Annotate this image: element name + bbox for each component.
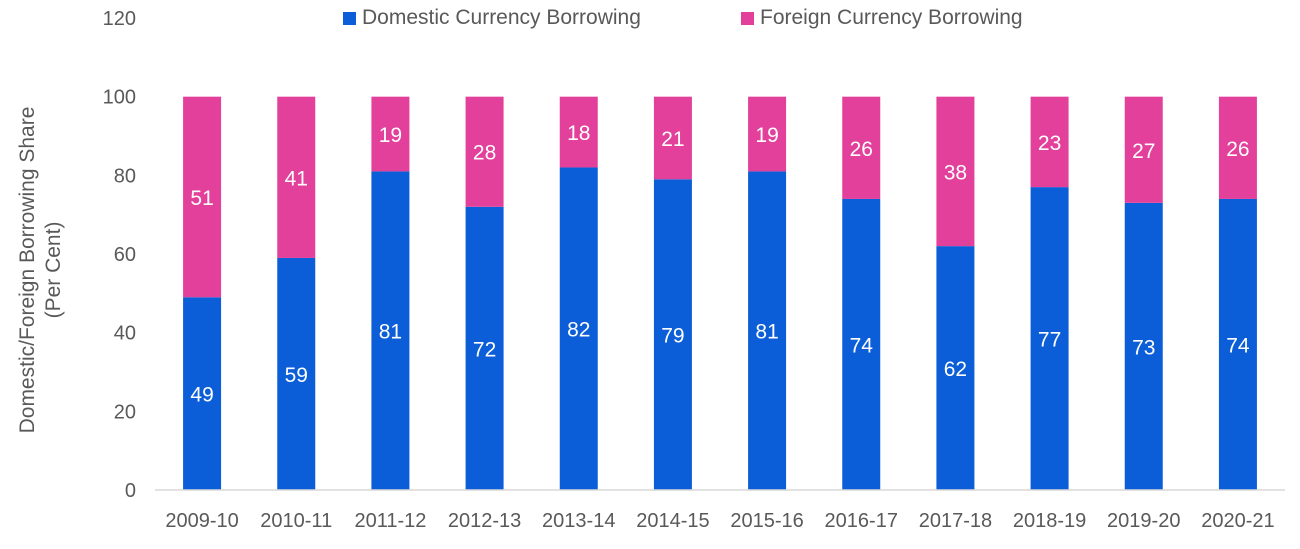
legend: Domestic Currency Borrowing Foreign Curr… — [0, 6, 1300, 32]
bar-foreign — [559, 96, 598, 168]
y-axis-title: Domestic/Foreign Borrowing Share (Per Ce… — [16, 107, 65, 434]
bar-foreign — [465, 96, 504, 207]
y-tick-label: 40 — [114, 323, 136, 345]
data-label-foreign: 19 — [379, 124, 402, 147]
legend-item-domestic: Domestic Currency Borrowing — [343, 6, 641, 30]
bar-foreign — [842, 96, 881, 199]
x-axis-tick-labels: 2009-10 2010-11 2011-12 2012-13 2013-14 2014-… — [165, 510, 1274, 532]
bar-foreign — [1030, 96, 1069, 188]
legend-label-domestic: Domestic Currency Borrowing — [362, 6, 641, 29]
bar-domestic — [936, 246, 975, 490]
y-axis-ticks: 0 20 40 60 80 100 120 — [103, 8, 136, 502]
x-tick-label: 2016-17 — [825, 510, 898, 532]
x-tick-label: 2014-15 — [636, 510, 709, 532]
y-tick-label: 60 — [114, 244, 136, 266]
bar-domestic — [748, 171, 787, 490]
bars — [183, 96, 1257, 491]
data-label-domestic: 81 — [755, 321, 778, 344]
data-label-domestic: 49 — [190, 384, 213, 407]
bar-domestic — [1218, 198, 1257, 490]
bar-domestic — [277, 257, 316, 490]
y-tick-label: 100 — [103, 87, 136, 109]
data-label-foreign: 51 — [190, 187, 213, 210]
x-tick-label: 2013-14 — [542, 510, 615, 532]
data-label-domestic: 72 — [473, 338, 496, 361]
data-label-foreign: 23 — [1038, 132, 1061, 155]
bar-foreign — [748, 96, 787, 172]
data-label-domestic: 74 — [850, 334, 874, 357]
y-tick-label: 120 — [103, 8, 136, 30]
legend-item-foreign: Foreign Currency Borrowing — [741, 6, 1023, 30]
x-tick-label: 2010-11 — [260, 510, 332, 532]
bar-foreign — [183, 96, 222, 298]
y-tick-label: 80 — [114, 165, 136, 187]
bar-foreign — [653, 96, 692, 180]
bar-foreign — [1124, 96, 1163, 203]
bar-domestic — [1030, 187, 1069, 490]
bar-foreign — [936, 96, 975, 247]
data-label-foreign: 19 — [755, 124, 778, 147]
x-tick-label: 2019-20 — [1107, 510, 1180, 532]
x-tick-label: 2015-16 — [730, 510, 803, 532]
data-label-domestic: 73 — [1132, 336, 1155, 359]
data-label-foreign: 28 — [473, 142, 496, 165]
x-tick-label: 2012-13 — [448, 510, 521, 532]
bar-domestic — [653, 179, 692, 490]
legend-label-foreign: Foreign Currency Borrowing — [760, 6, 1023, 29]
x-tick-label: 2011-12 — [354, 510, 426, 532]
bar-domestic — [842, 198, 881, 490]
data-label-foreign: 27 — [1132, 140, 1155, 163]
data-label-domestic: 59 — [285, 364, 308, 387]
y-tick-label: 0 — [125, 480, 136, 502]
data-label-foreign: 26 — [850, 138, 873, 161]
data-label-foreign: 38 — [944, 161, 967, 184]
data-label-domestic: 81 — [379, 321, 402, 344]
data-label-domestic: 77 — [1038, 329, 1061, 352]
legend-swatch-foreign — [741, 11, 754, 25]
y-axis-title-line-1: Domestic/Foreign Borrowing Share — [16, 107, 39, 434]
x-tick-label: 2018-19 — [1013, 510, 1086, 532]
x-tick-label: 2017-18 — [919, 510, 992, 532]
data-label-foreign: 21 — [661, 128, 684, 151]
x-tick-label: 2020-21 — [1201, 510, 1274, 532]
data-label-foreign: 26 — [1226, 138, 1249, 161]
data-label-domestic: 62 — [944, 358, 967, 381]
bar-domestic — [1124, 202, 1163, 490]
y-axis-title-line-2: (Per Cent) — [42, 222, 65, 319]
y-tick-label: 20 — [114, 401, 136, 423]
legend-swatch-domestic — [343, 11, 356, 25]
bar-foreign — [277, 96, 316, 258]
bar-domestic — [371, 171, 410, 490]
bar-domestic — [183, 297, 222, 490]
data-label-domestic: 82 — [567, 319, 590, 342]
data-label-domestic: 79 — [661, 325, 684, 348]
data-label-foreign: 41 — [285, 167, 308, 190]
x-tick-label: 2009-10 — [165, 510, 238, 532]
data-label-foreign: 18 — [567, 122, 590, 145]
bar-foreign — [1218, 96, 1257, 199]
bar-data-labels: 49 51 59 41 81 19 72 28 82 18 79 21 81 19 74 26 62 38 77 23… — [190, 122, 1250, 407]
bar-foreign — [371, 96, 410, 172]
data-label-domestic: 74 — [1226, 334, 1250, 357]
bar-domestic — [465, 206, 504, 491]
bar-domestic — [559, 167, 598, 490]
